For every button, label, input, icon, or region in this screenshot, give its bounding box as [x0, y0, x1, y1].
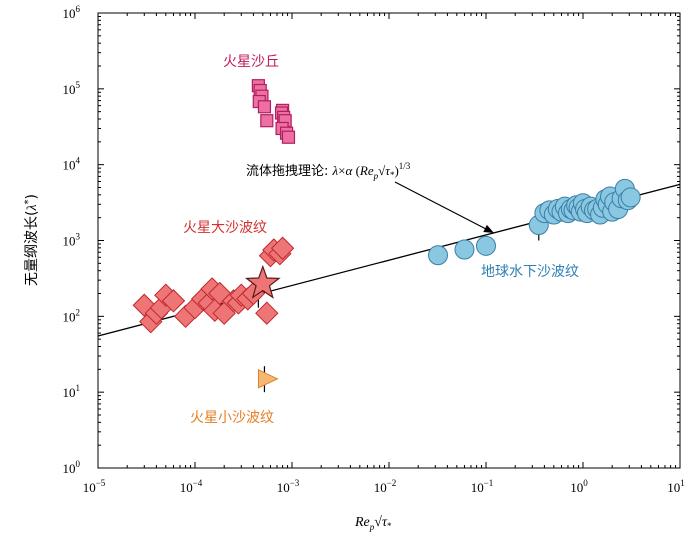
annotation-arrow	[394, 181, 487, 230]
point-square	[257, 100, 272, 114]
y-tick-label: 101	[63, 383, 81, 400]
point-square	[260, 114, 274, 128]
point-square	[281, 130, 296, 144]
axis-ticks	[97, 12, 681, 469]
y-tick-label: 103	[63, 232, 81, 249]
x-tick-label: 10−5	[83, 478, 106, 495]
point-circle	[427, 245, 448, 266]
y-tick-labels: 100 101 102 103 104 105 106	[63, 4, 81, 476]
x-tick-label: 10−2	[374, 478, 397, 495]
y-tick-label: 102	[63, 307, 81, 324]
error-bars	[257, 210, 540, 393]
label-mars-large-ripples: 火星大沙波纹	[183, 220, 267, 236]
y-tick-label: 105	[63, 80, 81, 97]
point-circle	[620, 187, 641, 208]
x-axis-label: Rep√τ*	[354, 515, 392, 532]
point-diamond	[255, 301, 279, 325]
x-tick-labels: 10−5 10−4 10−3 10−2 10−1 100 101	[83, 478, 685, 495]
plot-frame	[97, 12, 681, 469]
star-marker	[244, 264, 281, 299]
point-triangle-right	[257, 369, 279, 389]
x-tick-label: 10−3	[277, 478, 300, 495]
y-axis-label: 无量纲波长(λ*)	[23, 194, 40, 286]
data-points	[132, 79, 641, 389]
label-mars-dunes: 火星沙丘	[223, 54, 279, 70]
x-tick-label: 100	[570, 478, 588, 495]
point-circle	[454, 239, 475, 260]
label-earth-subaqueous-ripples: 地球水下沙波纹	[481, 264, 579, 280]
y-tick-label: 100	[63, 459, 81, 476]
x-tick-label: 10−1	[471, 478, 494, 495]
label-mars-small-ripples: 火星小沙波纹	[190, 410, 274, 426]
point-diamond	[161, 289, 186, 313]
fit-line-annotation: 流体拖拽理论: λ×α (Rep√τ*)1/3	[246, 161, 411, 181]
x-tick-label: 101	[667, 478, 685, 495]
annotation-arrowhead	[483, 224, 494, 233]
x-tick-label: 10−4	[180, 478, 203, 495]
y-tick-label: 104	[63, 156, 81, 173]
point-circle	[476, 235, 496, 256]
y-tick-label: 106	[63, 4, 81, 21]
point-diamond	[270, 236, 295, 260]
